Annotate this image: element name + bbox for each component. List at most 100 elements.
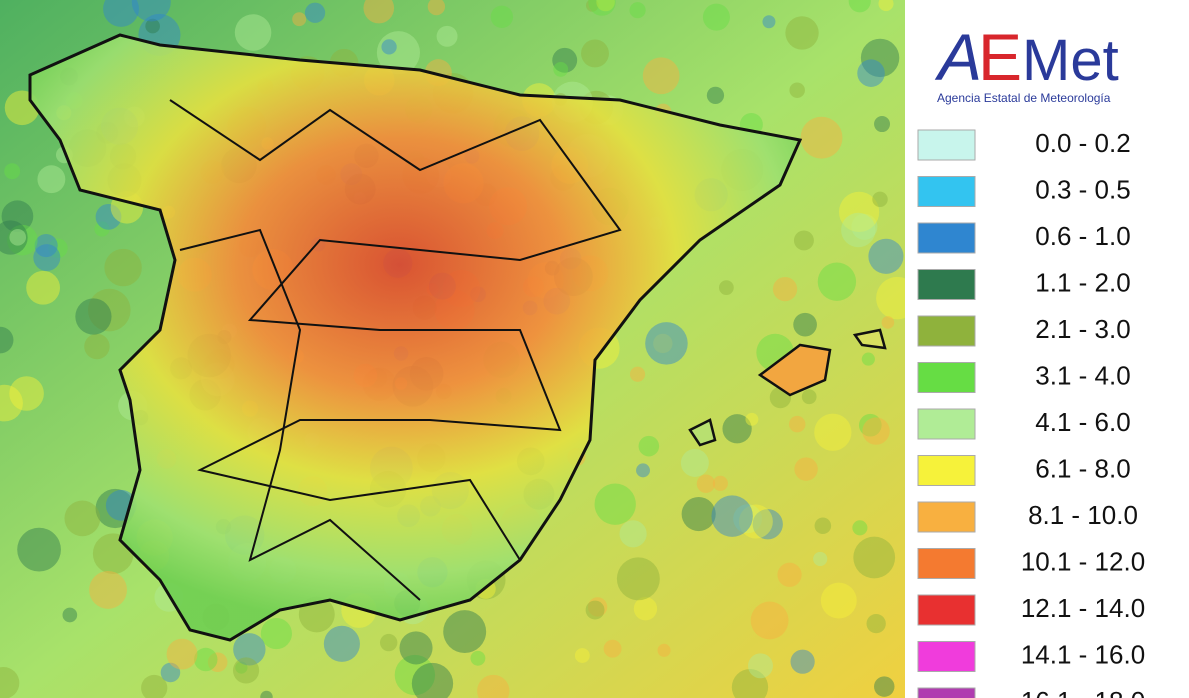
legend-label: 10.1 - 12.0 — [1021, 546, 1145, 576]
legend-label: 12.1 - 14.0 — [1021, 593, 1145, 623]
precip-blob — [642, 57, 680, 95]
precip-blob — [33, 244, 61, 272]
precip-blob — [376, 31, 420, 75]
precip-blob — [588, 0, 616, 16]
precip-blob — [596, 0, 615, 12]
region-borders — [179, 228, 421, 601]
precip-blob — [841, 212, 876, 248]
legend-label: 16.1 - 18.0 — [1021, 686, 1145, 698]
precip-blob — [9, 228, 27, 246]
precip-blob — [34, 234, 58, 258]
precip-blob — [75, 298, 112, 335]
precip-blob — [731, 668, 769, 698]
legend-swatch — [917, 455, 976, 486]
precip-blob — [7, 224, 38, 256]
precip-blob — [603, 639, 622, 658]
precip-blob — [94, 221, 110, 237]
precip-blob — [103, 0, 139, 27]
precip-blob — [752, 509, 783, 540]
precip-blob — [17, 527, 61, 572]
legend-swatch — [917, 408, 976, 440]
precip-blob — [427, 0, 446, 16]
precip-blob — [696, 474, 716, 493]
precip-blob — [380, 633, 398, 652]
legend-swatch — [917, 222, 976, 254]
precip-blob — [84, 333, 110, 360]
precip-blob — [581, 39, 609, 68]
precip-blob — [858, 413, 882, 437]
precip-blob — [629, 2, 646, 19]
precip-blob — [574, 648, 590, 663]
precip-blob — [1, 200, 34, 233]
precip-blob — [260, 617, 292, 650]
precip-blob — [0, 326, 14, 354]
precip-blob — [232, 657, 260, 684]
precip-blob — [553, 61, 569, 77]
precip-blob — [722, 414, 752, 444]
precip-blob — [160, 662, 181, 683]
precip-blob — [37, 165, 66, 194]
legend-label: 6.1 - 8.0 — [1035, 453, 1130, 483]
precip-blob — [585, 600, 605, 620]
island — [852, 328, 887, 350]
precip-blob — [785, 16, 819, 50]
precip-blob — [681, 496, 716, 532]
precip-blob — [411, 662, 454, 698]
precip-blob — [141, 674, 168, 698]
precip-blob — [26, 270, 61, 305]
precip-blob — [738, 504, 773, 539]
precip-blob — [629, 366, 646, 382]
precip-blob — [653, 333, 673, 354]
precip-blob — [857, 59, 885, 87]
precip-blob — [706, 86, 725, 105]
precip-blob — [814, 517, 832, 535]
precip-blob — [363, 0, 395, 24]
legend-label: 8.1 - 10.0 — [1028, 500, 1138, 530]
island — [688, 418, 717, 447]
precip-blob — [745, 412, 759, 426]
precip-blob — [793, 230, 814, 251]
legend-swatch — [917, 687, 976, 698]
precip-blob — [874, 676, 895, 697]
precip-blob — [477, 674, 510, 698]
precip-blob — [0, 384, 23, 422]
precip-blob — [62, 607, 78, 623]
precip-blob — [790, 649, 815, 674]
precip-blob — [585, 0, 599, 12]
precip-blob — [381, 39, 397, 55]
legend-swatch — [917, 548, 976, 579]
precip-blob — [860, 38, 900, 78]
precip-blob — [64, 500, 101, 537]
precip-blob — [789, 82, 805, 98]
logo-e: E — [978, 20, 1022, 94]
logo-met: Met — [1022, 28, 1119, 93]
legend-label: 3.1 - 4.0 — [1035, 360, 1130, 390]
precip-blob — [4, 163, 21, 180]
precip-blob — [680, 448, 709, 477]
legend-swatch — [917, 501, 976, 533]
precip-blob — [48, 238, 68, 258]
legend-label: 0.0 - 0.2 — [1035, 128, 1130, 158]
legend-swatch — [917, 641, 976, 672]
precip-blob — [645, 322, 688, 365]
precip-blob — [718, 280, 734, 296]
precip-blob — [292, 12, 307, 27]
precip-blob — [702, 3, 730, 31]
precip-blob — [104, 248, 142, 287]
precip-blob — [848, 0, 871, 13]
precip-blob — [616, 557, 660, 601]
precip-blob — [9, 376, 44, 411]
precip-blob — [633, 597, 658, 621]
precip-blob — [166, 638, 198, 670]
precip-blob — [394, 654, 436, 696]
precip-blob — [233, 633, 266, 666]
precip-blob — [733, 504, 763, 534]
precip-blob — [777, 562, 802, 587]
legend-label: 0.3 - 0.5 — [1035, 174, 1130, 204]
logo-a: A — [934, 20, 982, 94]
precip-blob — [131, 0, 171, 22]
precip-blob — [868, 238, 904, 274]
legend-panel — [905, 0, 1189, 698]
precip-blob — [794, 457, 818, 481]
